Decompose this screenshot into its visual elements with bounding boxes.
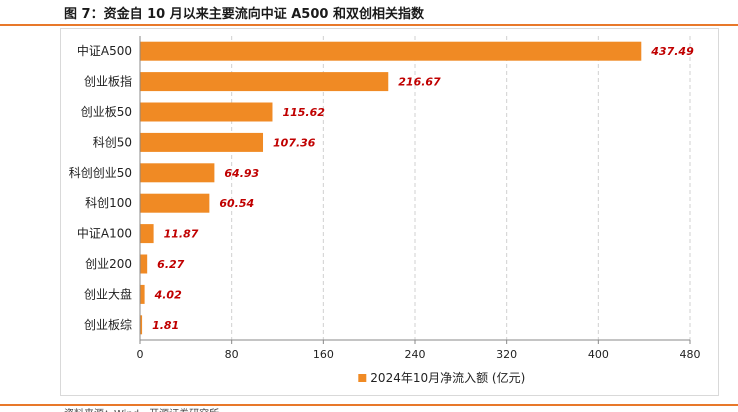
category-label: 中证A500 (77, 43, 132, 58)
category-label: 创业大盘 (84, 286, 132, 301)
value-label: 60.54 (219, 197, 254, 210)
value-label: 64.93 (224, 167, 259, 180)
bar (140, 132, 264, 152)
category-label: 创业板50 (81, 105, 132, 119)
category-label: 科创50 (93, 135, 132, 149)
value-label: 6.27 (157, 258, 184, 271)
category-label: 科创100 (85, 196, 132, 210)
value-label: 437.49 (650, 45, 694, 58)
bar (140, 193, 210, 213)
x-tick-label: 80 (225, 348, 239, 361)
x-tick-label: 0 (137, 348, 144, 361)
bar (140, 163, 215, 183)
bar (140, 41, 642, 61)
value-label: 216.67 (398, 76, 441, 89)
x-tick-label: 400 (588, 348, 609, 361)
chart-frame (60, 28, 719, 396)
bottom-rule (0, 404, 738, 406)
x-tick-label: 240 (405, 348, 426, 361)
x-tick-label: 480 (680, 348, 701, 361)
bar (140, 315, 143, 335)
source-note: 资料来源：Wind，开源证券研究所 (64, 405, 219, 412)
figure-title: 图 7：资金自 10 月以来主要流向中证 A500 和双创相关指数 (64, 7, 424, 22)
value-label: 11.87 (164, 228, 199, 241)
x-tick-label: 160 (313, 348, 334, 361)
bar (140, 102, 273, 122)
category-label: 中证A100 (77, 226, 132, 241)
value-label: 1.81 (152, 319, 179, 332)
bar (140, 284, 145, 304)
legend-swatch (358, 374, 367, 382)
bar (140, 254, 148, 274)
legend-label: 2024年10月净流入额 (亿元) (370, 370, 525, 385)
category-label: 创业板综 (84, 318, 132, 332)
bar (140, 224, 154, 244)
value-label: 115.62 (282, 106, 325, 119)
category-label: 创业200 (85, 257, 132, 271)
x-tick-label: 320 (496, 348, 517, 361)
title-bar: 图 7：资金自 10 月以来主要流向中证 A500 和双创相关指数 (0, 0, 738, 26)
category-label: 创业板指 (84, 74, 132, 89)
value-label: 107.36 (273, 136, 316, 149)
bar (140, 72, 389, 92)
value-label: 4.02 (154, 288, 182, 301)
category-label: 科创创业50 (69, 166, 132, 180)
